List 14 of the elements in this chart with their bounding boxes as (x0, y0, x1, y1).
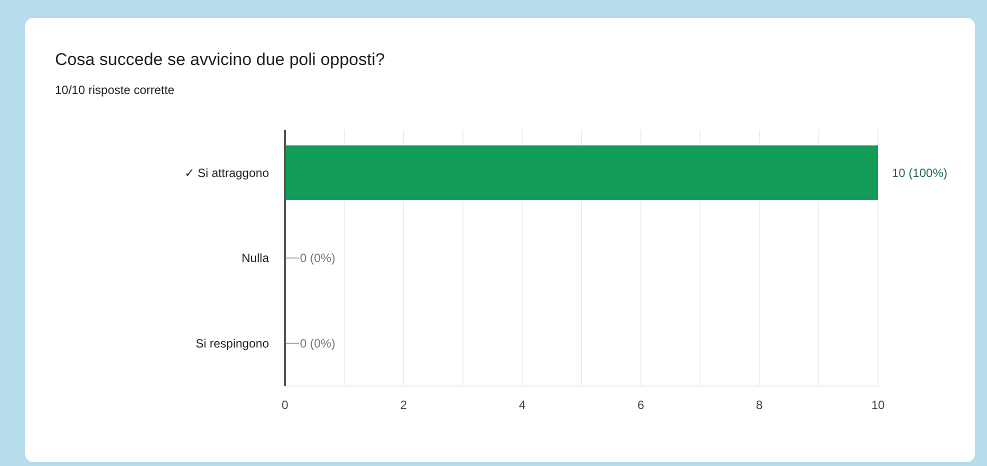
chart-title: Cosa succede se avvicino due poli opposti? (55, 50, 385, 69)
y-tick-label: ✓ Si attraggono (184, 166, 270, 180)
x-tick-label: 10 (871, 398, 885, 412)
x-tick-label: 0 (282, 398, 289, 412)
y-tick-label: Nulla (242, 251, 270, 266)
data-label: 0 (0%) (300, 336, 336, 351)
x-tick-label: 4 (518, 398, 526, 412)
x-tick-label: 2 (400, 398, 408, 412)
x-tick-label: 6 (637, 398, 644, 412)
data-label: 0 (0%) (300, 251, 336, 266)
text: 10/10 risposte corrette (55, 83, 175, 97)
data-label: 10 (100%) (892, 166, 948, 180)
x-tick-label: 8 (756, 398, 764, 412)
y-tick-label: Si respingono (196, 336, 270, 351)
